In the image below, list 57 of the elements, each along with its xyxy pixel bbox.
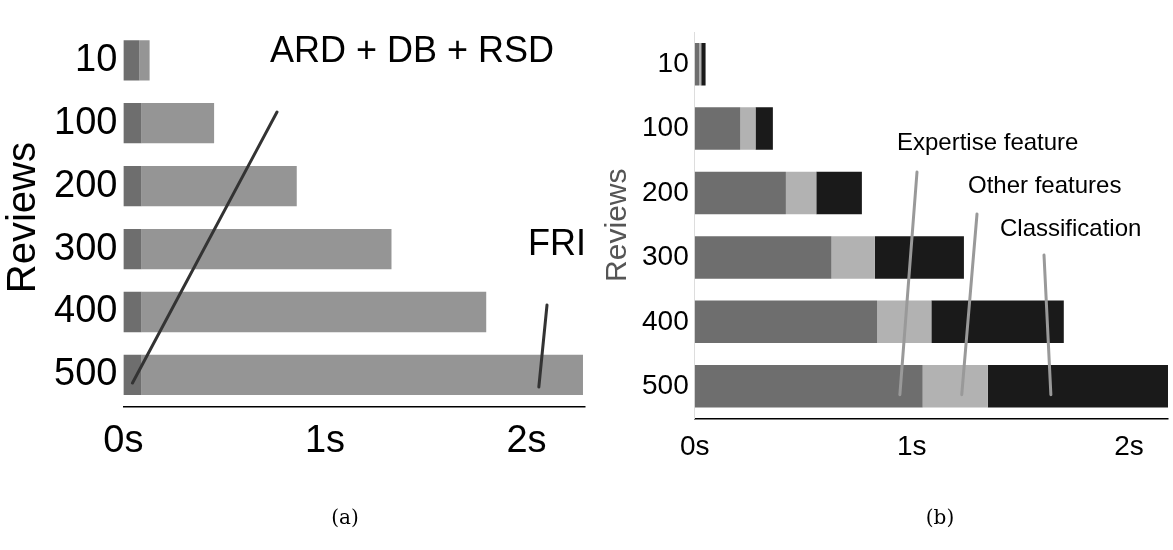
bar (694, 236, 832, 279)
y-tick-label: 200 (54, 162, 118, 205)
bar (755, 107, 773, 150)
bar (831, 236, 875, 279)
bar (141, 291, 487, 333)
bar (141, 103, 215, 144)
y-tick-label: 10 (657, 46, 689, 78)
series-label: FRI (528, 222, 586, 263)
bar (141, 228, 392, 270)
y-tick-label: 200 (642, 175, 689, 207)
y-axis-title: Reviews (0, 142, 44, 294)
text: (a) (331, 505, 359, 529)
bar (123, 103, 142, 144)
text: Other features (968, 171, 1122, 198)
y-tick-label: 300 (642, 240, 689, 272)
text: (b) (925, 505, 955, 529)
bar (922, 364, 988, 408)
bar (931, 300, 1064, 344)
bar (123, 354, 142, 396)
bar (877, 300, 932, 344)
y-axis-title: Reviews (599, 168, 633, 282)
bar (123, 40, 140, 81)
bar (987, 364, 1168, 408)
bar (701, 42, 706, 86)
bar (694, 300, 878, 344)
y-tick-label: 400 (642, 304, 689, 336)
y-tick-label: 500 (642, 368, 689, 400)
x-tick-label: 1s (897, 429, 927, 461)
text: Expertise feature (897, 128, 1079, 155)
y-tick-label: 100 (54, 99, 118, 142)
bar (123, 228, 142, 270)
bar (123, 166, 142, 207)
bar (694, 171, 786, 215)
y-tick-label: 500 (54, 351, 118, 394)
y-tick-label: 400 (54, 288, 118, 331)
bar (694, 364, 923, 408)
bar (141, 166, 297, 207)
x-tick-label: 2s (506, 417, 547, 460)
bar (699, 42, 702, 86)
bar (141, 354, 583, 396)
text: ARD + DB + RSD (270, 29, 555, 70)
series-label: Classification (1000, 214, 1142, 241)
bar (123, 291, 142, 333)
bar (694, 42, 700, 86)
bar (139, 40, 150, 81)
x-tick-label: 1s (304, 417, 346, 460)
x-tick-label: 0s (103, 417, 144, 460)
bar (740, 107, 756, 150)
bar (874, 236, 964, 279)
x-tick-label: 2s (1114, 429, 1144, 461)
y-tick-label: 10 (75, 36, 118, 79)
y-tick-label: 300 (54, 225, 118, 268)
y-tick-label: 100 (642, 111, 689, 143)
x-tick-label: 0s (679, 429, 710, 461)
bar (785, 171, 817, 215)
bar (816, 171, 862, 215)
bar (694, 107, 741, 150)
